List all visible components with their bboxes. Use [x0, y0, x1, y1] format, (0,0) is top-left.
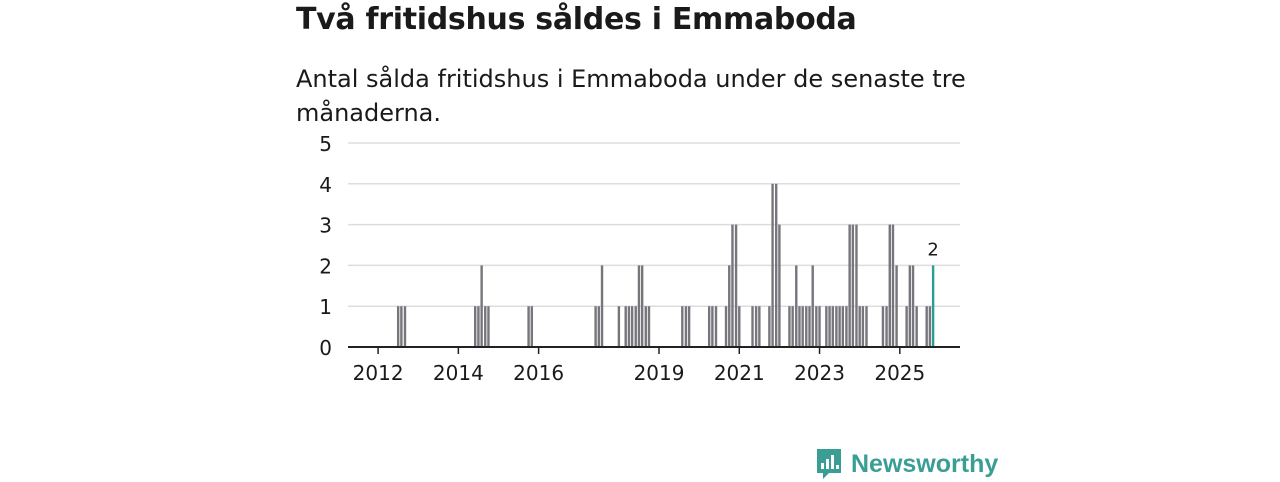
bar	[738, 306, 741, 347]
x-tick-label: 2016	[513, 361, 564, 385]
bar	[798, 306, 801, 347]
bar	[801, 306, 804, 347]
bar	[905, 306, 908, 347]
bar	[928, 306, 932, 347]
highlight-value-label: 2	[927, 239, 938, 260]
chart-title: Två fritidshus såldes i Emmaboda	[296, 2, 857, 37]
bar	[805, 306, 808, 347]
y-tick-label: 3	[319, 214, 332, 238]
x-tick-label: 2012	[353, 361, 404, 385]
bar	[687, 306, 691, 347]
bar	[734, 224, 738, 347]
bar	[808, 306, 811, 347]
bar	[768, 306, 771, 347]
bar	[795, 265, 798, 347]
bar	[858, 306, 861, 347]
bar	[711, 306, 714, 347]
bar	[630, 306, 634, 347]
bar	[778, 224, 781, 347]
bar	[400, 306, 403, 347]
bar	[841, 306, 845, 347]
bar	[758, 306, 761, 347]
bar	[845, 306, 848, 347]
y-tick-label: 2	[319, 254, 332, 278]
bar	[474, 306, 477, 347]
bar	[838, 306, 841, 347]
bar	[594, 306, 597, 347]
bar	[530, 306, 534, 347]
bar	[487, 306, 490, 347]
bar	[477, 306, 480, 347]
bar	[527, 306, 530, 347]
bar	[791, 306, 794, 347]
x-tick-label: 2023	[794, 361, 845, 385]
bar	[915, 306, 918, 347]
chart-subtitle: Antal sålda fritidshus i Emmaboda under …	[296, 65, 966, 127]
bar	[855, 224, 858, 347]
bar	[811, 265, 814, 347]
newsworthy-logo-icon	[817, 449, 841, 479]
bar	[627, 306, 631, 347]
x-tick-label: 2025	[874, 361, 925, 385]
bar-highlight	[931, 265, 935, 347]
bar	[908, 265, 912, 347]
bar	[484, 306, 487, 347]
bar	[617, 306, 621, 347]
y-tick-label: 1	[319, 295, 332, 319]
bar	[684, 306, 688, 347]
bar	[815, 306, 818, 347]
brand-name: Newsworthy	[851, 449, 999, 478]
bar	[624, 306, 627, 347]
bar	[637, 265, 641, 347]
bar	[634, 306, 637, 347]
bar	[895, 265, 898, 347]
bar	[788, 306, 791, 347]
bar	[771, 183, 774, 347]
brand-footer[interactable]: Newsworthy	[815, 446, 998, 482]
bar	[828, 306, 831, 347]
bar	[728, 265, 731, 347]
bar	[707, 306, 711, 347]
bar	[647, 306, 651, 347]
bar	[640, 265, 644, 347]
bar	[644, 306, 647, 347]
x-tick-label: 2014	[433, 361, 484, 385]
x-tick-label: 2019	[634, 361, 685, 385]
bar	[865, 306, 868, 347]
bar	[396, 306, 400, 347]
bar	[714, 306, 718, 347]
bar	[600, 265, 604, 347]
bar	[774, 183, 778, 347]
bar	[891, 224, 895, 347]
x-tick-label: 2021	[714, 361, 765, 385]
bar	[731, 224, 734, 347]
bar	[681, 306, 684, 347]
bar	[851, 224, 855, 347]
bar	[881, 306, 885, 347]
y-tick-label: 0	[319, 336, 332, 360]
bar	[818, 306, 821, 347]
bar	[403, 306, 407, 347]
y-tick-label: 5	[319, 132, 332, 156]
bar	[925, 306, 928, 347]
y-tick-label: 4	[319, 173, 332, 197]
bar	[911, 265, 915, 347]
bar	[825, 306, 828, 347]
bar	[848, 224, 851, 347]
bar	[751, 306, 754, 347]
bar	[754, 306, 758, 347]
bar	[831, 306, 834, 347]
bar	[885, 306, 888, 347]
bar	[888, 224, 891, 347]
bar	[724, 306, 728, 347]
bar	[835, 306, 838, 347]
bar	[480, 265, 483, 347]
bar	[597, 306, 601, 347]
bar	[861, 306, 865, 347]
